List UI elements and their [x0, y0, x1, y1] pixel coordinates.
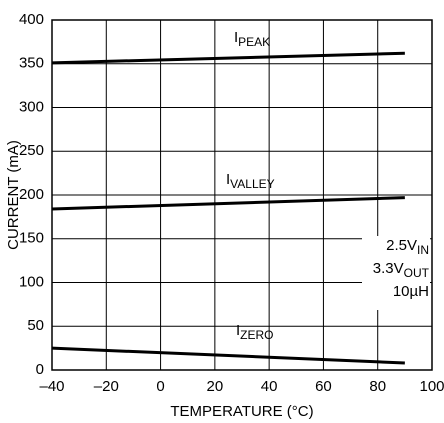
x-tick-label: 20 — [207, 378, 224, 395]
series-label-main: I — [236, 322, 240, 339]
y-tick-label: 250 — [19, 142, 44, 159]
y-tick-label: 0 — [36, 361, 44, 378]
y-tick-label: 200 — [19, 186, 44, 203]
x-tick-label: 0 — [156, 378, 164, 395]
series-line — [51, 51, 405, 65]
series-label: IZERO — [236, 322, 274, 342]
series-line — [51, 346, 405, 365]
y-tick-label: 150 — [19, 230, 44, 247]
series-label-main: I — [226, 171, 230, 188]
series-label-sub: ZERO — [240, 328, 273, 342]
y-tick-label: 300 — [19, 98, 44, 115]
x-tick-label: –20 — [94, 378, 119, 395]
x-tick-label: 80 — [369, 378, 386, 395]
y-tick-label: 100 — [19, 273, 44, 290]
series-line — [51, 196, 405, 211]
series-label-sub: PEAK — [238, 35, 270, 49]
annotation-sub: IN — [417, 243, 429, 257]
annotation: 2.5VIN — [386, 237, 429, 257]
annotation-sub: OUT — [404, 266, 430, 280]
annotation-main: 2.5V — [386, 237, 417, 254]
annotation-main: 10µH — [393, 283, 429, 300]
annotation: 10µH — [393, 283, 429, 300]
x-tick-label: 100 — [419, 378, 444, 395]
x-tick-label: 40 — [261, 378, 278, 395]
x-tick-label: 60 — [315, 378, 332, 395]
plot-frame — [51, 19, 433, 371]
series-label-sub: VALLEY — [230, 177, 274, 191]
y-axis-label: CURRENT (mA) — [5, 140, 22, 250]
annotation-bg — [362, 236, 430, 310]
series-label-main: I — [234, 29, 238, 46]
series-label: IVALLEY — [226, 171, 275, 191]
annotation: 3.3VOUT — [373, 260, 430, 280]
y-tick-label: 350 — [19, 55, 44, 72]
x-tick-label: –40 — [39, 378, 64, 395]
series-label: IPEAK — [234, 29, 270, 49]
y-tick-label: 400 — [19, 11, 44, 28]
annotation-main: 3.3V — [373, 260, 404, 277]
x-axis-label: TEMPERATURE (°C) — [170, 403, 313, 420]
y-tick-label: 50 — [27, 317, 44, 334]
